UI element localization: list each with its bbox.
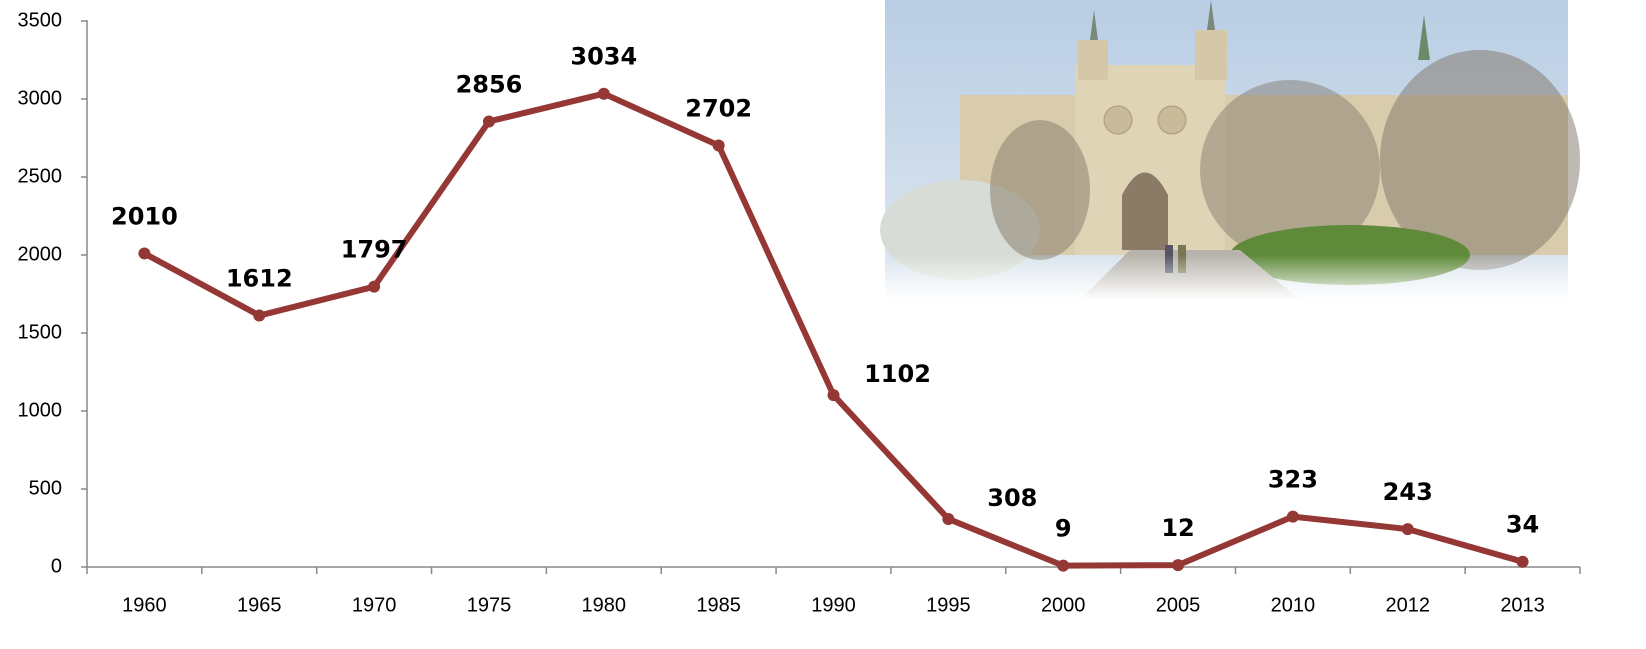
x-tick-label: 1960	[122, 594, 167, 616]
x-tick-label: 1965	[237, 594, 282, 616]
y-tick-label: 3500	[18, 9, 63, 31]
point	[368, 280, 381, 293]
value-label: 2856	[456, 70, 523, 98]
x-tick-label: 1970	[352, 594, 397, 616]
x-tick-label: 1995	[926, 594, 971, 616]
value-label: 243	[1383, 478, 1433, 506]
value-label: 3034	[570, 43, 637, 71]
x-tick-label: 1980	[582, 594, 627, 616]
point	[712, 139, 725, 152]
value-label: 1797	[341, 236, 408, 264]
point	[1401, 523, 1414, 536]
y-tick-label: 2000	[18, 243, 63, 265]
x-tick-label: 2013	[1500, 594, 1545, 616]
value-label: 323	[1268, 466, 1318, 494]
x-tick-label: 1985	[696, 594, 741, 616]
point	[253, 309, 266, 322]
point	[597, 87, 610, 100]
x-tick-label: 1990	[811, 594, 856, 616]
value-label: 12	[1161, 514, 1194, 542]
point	[1286, 510, 1299, 523]
value-label: 1612	[226, 265, 293, 293]
point	[827, 389, 840, 402]
point	[1516, 555, 1529, 568]
value-label: 34	[1506, 511, 1539, 539]
y-tick-label: 3000	[18, 87, 63, 109]
y-tick-label: 500	[29, 477, 62, 499]
value-label: 1102	[864, 360, 931, 388]
x-tick-label: 2005	[1156, 594, 1201, 616]
point	[482, 115, 495, 128]
value-label: 2010	[111, 202, 178, 230]
point	[1172, 559, 1185, 572]
y-tick-label: 2500	[18, 165, 63, 187]
value-label: 2702	[685, 94, 752, 122]
value-label: 308	[987, 484, 1037, 512]
photo	[880, 0, 1580, 300]
x-tick-label: 2000	[1041, 594, 1086, 616]
x-tick-label: 2012	[1385, 594, 1430, 616]
y-tick-label: 1000	[18, 399, 63, 421]
value-label: 9	[1055, 515, 1072, 543]
point	[942, 512, 955, 525]
point	[138, 247, 151, 260]
point	[1057, 559, 1070, 572]
x-tick-label: 1975	[467, 594, 512, 616]
y-tick-label: 1500	[18, 321, 63, 343]
y-tick-label: 0	[51, 555, 62, 577]
x-tick-label: 2010	[1271, 594, 1316, 616]
